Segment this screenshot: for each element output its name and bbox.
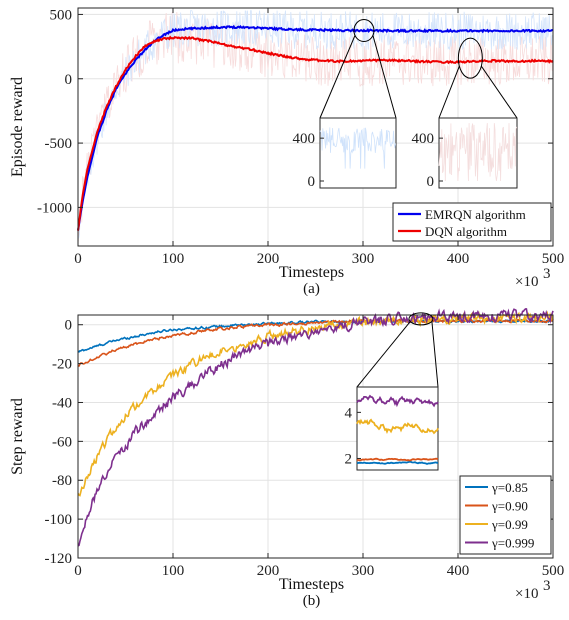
chart-0-x-multiplier: ×10 — [515, 274, 538, 290]
chart-1-legend-label: γ=0.99 — [491, 517, 528, 532]
chart-0-series-line-dqn — [77, 35, 554, 231]
chart-1-x-tick-label: 400 — [447, 563, 470, 579]
chart-1-legend-label: γ=0.999 — [491, 536, 534, 551]
chart-0-legend-label: EMRQN algorithm — [425, 207, 526, 222]
chart-1-inset-line-1 — [356, 457, 439, 462]
chart-1-y-tick-label: -120 — [45, 551, 73, 567]
chart-0-inset-right-tick-label: 400 — [412, 131, 435, 147]
chart-1-legend — [459, 475, 552, 555]
chart-0-zoom-ellipse-dqn — [457, 37, 483, 79]
chart-0-x-tick-label: 400 — [447, 251, 470, 267]
chart-0-y-tick-label: 0 — [65, 72, 73, 88]
chart-1-y-tick-label: -60 — [52, 434, 72, 450]
chart-1-x-tick-label: 0 — [74, 563, 82, 579]
chart-1-zoom-connector — [356, 321, 411, 388]
chart-1-x-axis-label: Timesteps — [279, 576, 344, 593]
chart-0-inset-right-tick-label: 0 — [427, 174, 435, 190]
chart-0-series-group — [77, 10, 554, 245]
chart-0-series-line-emrqn — [77, 24, 554, 231]
chart-0-axes-frame — [77, 7, 554, 247]
chart-1-inset-line-2 — [356, 418, 439, 435]
chart-1-series-group — [77, 308, 554, 547]
chart-0-y-axis-label: Episode reward — [9, 77, 26, 177]
chart-0-zoom-connector — [319, 35, 356, 119]
chart-0-legend — [392, 202, 552, 242]
chart-0-zoom-ellipse-emrqn — [353, 19, 375, 43]
chart-1-series-line-3 — [77, 308, 554, 547]
chart-0-zoom-connector — [438, 65, 460, 119]
chart-0-x-tick-label: 100 — [162, 251, 185, 267]
chart-0-inset-right-line — [438, 123, 518, 182]
chart-0-y-tick-label: -500 — [45, 136, 73, 152]
chart-1-y-axis-label: Step reward — [9, 398, 26, 475]
chart-0-x-tick-label: 500 — [542, 251, 565, 267]
chart-0-x-multiplier-exponent: 3 — [543, 266, 551, 282]
chart-1-y-tick-label: -20 — [52, 357, 72, 373]
chart-1-x-tick-label: 100 — [162, 563, 185, 579]
chart-0-x-tick-label: 300 — [352, 251, 375, 267]
chart-0-inset-left-line — [319, 127, 396, 169]
chart-1-inset-line-0 — [356, 461, 438, 465]
chart-1-inset — [356, 386, 439, 471]
chart-1-x-tick-label: 300 — [352, 563, 375, 579]
chart-1-series-line-0 — [77, 318, 554, 353]
chart-1-y-tick-label: -80 — [52, 473, 72, 489]
chart-0-zoom-connector — [372, 35, 397, 119]
chart-1-y-tick-label: -100 — [45, 512, 73, 528]
chart-1-zoom-ellipse — [408, 312, 434, 326]
chart-1-legend-label: γ=0.85 — [491, 480, 528, 495]
chart-0-x-axis-label: Timesteps — [279, 264, 344, 281]
chart-1-zoom-connector — [431, 321, 439, 388]
chart-1-y-tick-label: 0 — [65, 318, 73, 334]
chart-0-y-tick-label: 500 — [50, 7, 73, 23]
chart-1-caption: (b) — [303, 593, 321, 609]
chart-0-y-tick-label: -1000 — [37, 200, 72, 216]
chart-0-caption: (a) — [303, 281, 320, 297]
chart-1-series-line-1 — [77, 318, 554, 367]
chart-0-inset-left-tick-label: 0 — [308, 174, 316, 190]
chart-1-x-multiplier: ×10 — [515, 586, 538, 602]
chart-1-x-multiplier-exponent: 3 — [543, 578, 551, 594]
chart-1-axes-frame — [77, 314, 554, 559]
chart-1-inset-tick-label: 4 — [345, 405, 353, 421]
chart-0-x-tick-label: 0 — [74, 251, 82, 267]
chart-0-x-tick-label: 200 — [257, 251, 280, 267]
chart-0-raw-band-emrqn — [77, 10, 553, 239]
chart-0-inset-left-tick-label: 400 — [293, 131, 316, 147]
chart-0-legend-label: DQN algorithm — [425, 224, 507, 239]
chart-1-y-tick-label: -40 — [52, 395, 72, 411]
chart-1-inset-line-3 — [356, 394, 439, 408]
chart-1-legend-label: γ=0.90 — [491, 499, 528, 514]
chart-0-zoom-connector — [480, 65, 518, 119]
chart-1-x-tick-label: 200 — [257, 563, 280, 579]
chart-1-x-tick-label: 500 — [542, 563, 565, 579]
chart-0-raw-band-dqn — [77, 11, 553, 245]
chart-1-inset-tick-label: 2 — [345, 451, 353, 467]
